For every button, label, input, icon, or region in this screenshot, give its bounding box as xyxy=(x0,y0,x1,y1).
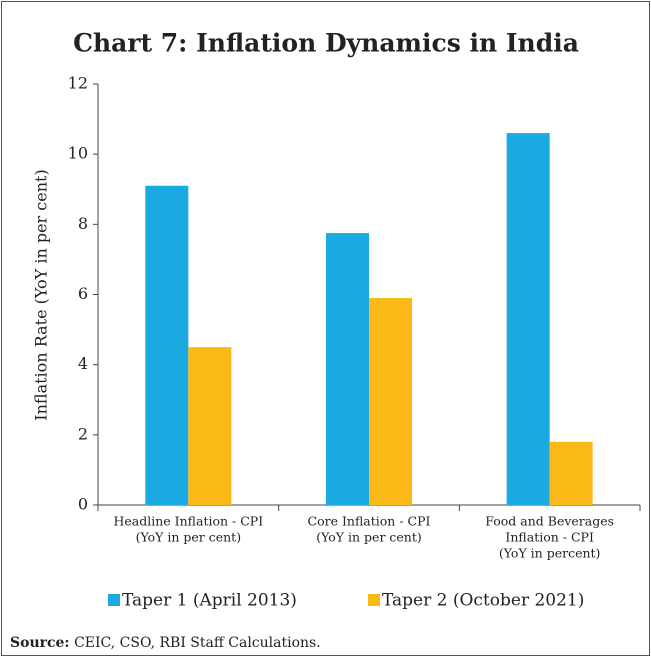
y-tick-label: 4 xyxy=(78,354,88,373)
y-axis-label: Inflation Rate (YoY in per cent) xyxy=(32,169,51,420)
y-tick-label: 2 xyxy=(78,424,88,443)
y-tick-label: 6 xyxy=(78,284,88,303)
y-tick-label: 12 xyxy=(68,74,88,93)
source: Source: CEIC, CSO, RBI Staff Calculation… xyxy=(10,635,321,651)
legend-swatch xyxy=(108,594,120,606)
source-text: CEIC, CSO, RBI Staff Calculations. xyxy=(74,635,321,651)
x-tick-label: Inflation - CPI xyxy=(505,530,594,545)
legend-swatch xyxy=(368,594,380,606)
chart-title: Chart 7: Inflation Dynamics in India xyxy=(73,29,579,58)
x-tick-label: Headline Inflation - CPI xyxy=(114,514,264,529)
bar xyxy=(188,347,232,505)
bar xyxy=(549,441,593,505)
bar xyxy=(326,233,369,505)
legend-label: Taper 1 (April 2013) xyxy=(122,591,297,611)
legend-label: Taper 2 (October 2021) xyxy=(382,591,584,611)
bar xyxy=(145,185,189,505)
bar xyxy=(369,298,412,505)
x-tick-label: Food and Beverages xyxy=(485,514,614,529)
x-tick-label: Core Inflation - CPI xyxy=(308,514,431,529)
x-tick-label: (YoY in percent) xyxy=(499,546,601,561)
y-tick-label: 10 xyxy=(68,144,88,163)
x-tick-label: (YoY in per cent) xyxy=(136,530,242,545)
y-tick-label: 0 xyxy=(78,495,88,514)
x-tick-label: (YoY in per cent) xyxy=(316,530,422,545)
bar xyxy=(506,133,550,505)
source-label: Source: xyxy=(10,635,70,651)
y-tick-label: 8 xyxy=(78,214,88,233)
